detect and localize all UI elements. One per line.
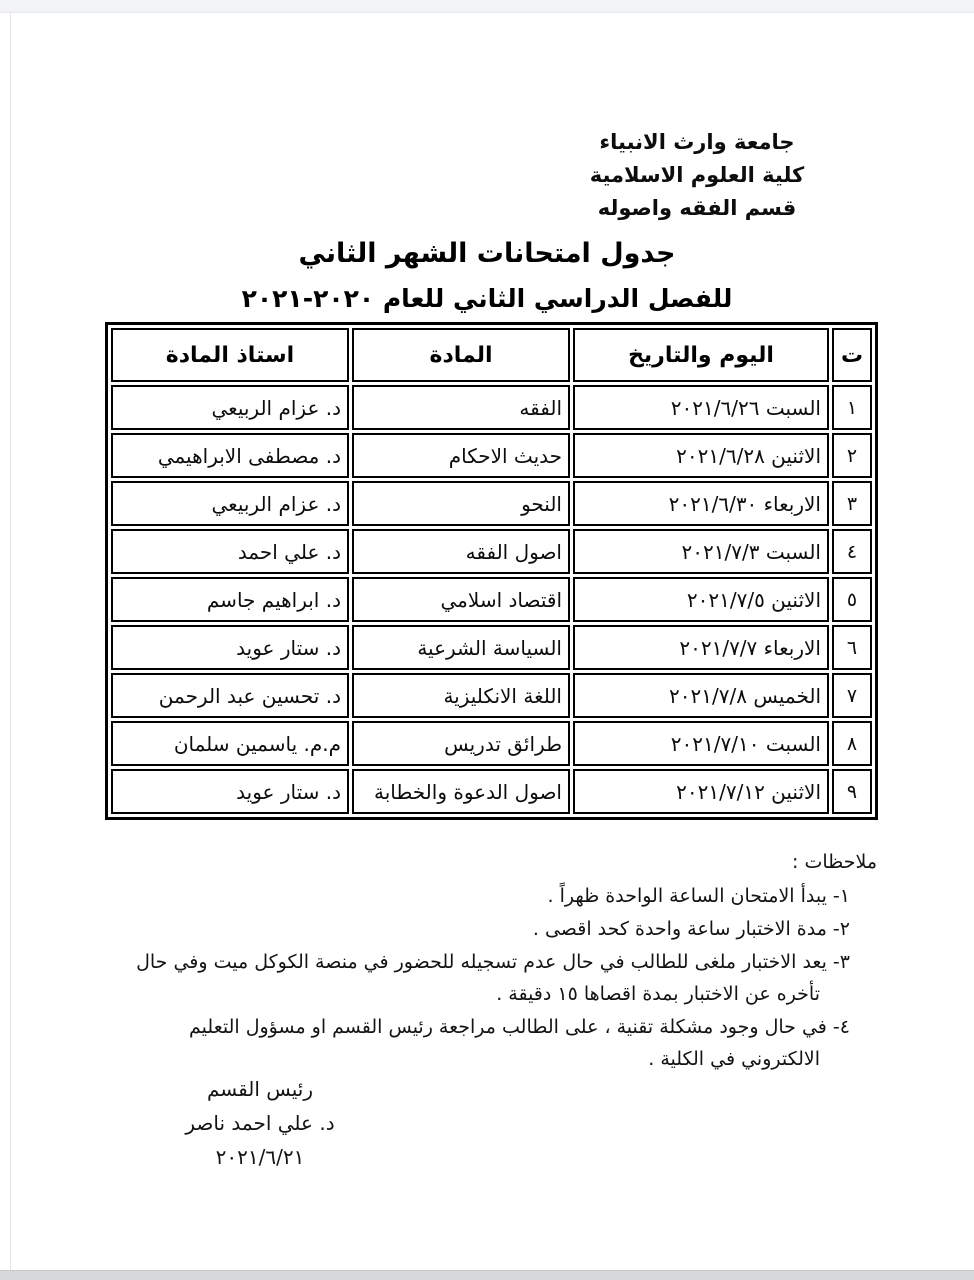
row-day-date: السبت ٢٠٢١/٧/٣ <box>573 529 829 574</box>
row-index: ٩ <box>832 769 872 814</box>
signature-name: د. علي احمد ناصر <box>185 1111 335 1135</box>
row-professor: د. ستار عويد <box>111 769 349 814</box>
table-row: ٩ الاثنين ٢٠٢١/٧/١٢ اصول الدعوة والخطابة… <box>111 769 872 814</box>
row-subject: النحو <box>352 481 570 526</box>
table-row: ٤ السبت ٢٠٢١/٧/٣ اصول الفقه د. علي احمد <box>111 529 872 574</box>
row-index: ٧ <box>832 673 872 718</box>
row-index: ٦ <box>832 625 872 670</box>
table-row: ٥ الاثنين ٢٠٢١/٧/٥ اقتصاد اسلامي د. ابرا… <box>111 577 872 622</box>
exam-schedule-table: ت اليوم والتاريخ المادة استاذ المادة ١ ا… <box>105 322 878 820</box>
college-name: كلية العلوم الاسلامية <box>589 163 805 187</box>
row-professor: د. مصطفى الابراهيمي <box>111 433 349 478</box>
table-header-row: ت اليوم والتاريخ المادة استاذ المادة <box>111 328 872 382</box>
row-subject: اصول الدعوة والخطابة <box>352 769 570 814</box>
scan-left-edge <box>10 12 11 1270</box>
scan-top-edge <box>0 0 974 13</box>
row-subject: اللغة الانكليزية <box>352 673 570 718</box>
row-subject: حديث الاحكام <box>352 433 570 478</box>
row-day-date: الاربعاء ٢٠٢١/٧/٧ <box>573 625 829 670</box>
row-day-date: الخميس ٢٠٢١/٧/٨ <box>573 673 829 718</box>
page-subtitle: للفصل الدراسي الثاني للعام ٢٠٢٠-٢٠٢١ <box>241 284 733 313</box>
signature-date: ٢٠٢١/٦/٢١ <box>215 1145 305 1169</box>
signature-block: رئيس القسم د. علي احمد ناصر ٢٠٢١/٦/٢١ <box>150 1072 370 1174</box>
table-row: ٢ الاثنين ٢٠٢١/٦/٢٨ حديث الاحكام د. مصطف… <box>111 433 872 478</box>
row-day-date: السبت ٢٠٢١/٦/٢٦ <box>573 385 829 430</box>
row-index: ١ <box>832 385 872 430</box>
row-professor: د. عزام الربيعي <box>111 481 349 526</box>
university-name: جامعة وارث الانبياء <box>599 130 795 154</box>
notes-section: ملاحظات : ١- يبدأ الامتحان الساعة الواحد… <box>107 846 877 1076</box>
row-subject: الفقه <box>352 385 570 430</box>
row-subject: طرائق تدريس <box>352 721 570 766</box>
table-row: ٨ السبت ٢٠٢١/٧/١٠ طرائق تدريس م.م. ياسمي… <box>111 721 872 766</box>
row-professor: د. عزام الربيعي <box>111 385 349 430</box>
row-professor: د. علي احمد <box>111 529 349 574</box>
row-subject: السياسة الشرعية <box>352 625 570 670</box>
table-row: ٦ الاربعاء ٢٠٢١/٧/٧ السياسة الشرعية د. س… <box>111 625 872 670</box>
table-row: ٣ الاربعاء ٢٠٢١/٦/٣٠ النحو د. عزام الربي… <box>111 481 872 526</box>
col-header-professor: استاذ المادة <box>111 328 349 382</box>
page-title: جدول امتحانات الشهر الثاني <box>298 238 676 269</box>
notes-heading: ملاحظات : <box>792 851 877 873</box>
col-header-index: ت <box>832 328 872 382</box>
letterhead: جامعة وارث الانبياء كلية العلوم الاسلامي… <box>547 126 847 225</box>
signature-role: رئيس القسم <box>206 1077 314 1101</box>
row-professor: د. ابراهيم جاسم <box>111 577 349 622</box>
table-row: ١ السبت ٢٠٢١/٦/٢٦ الفقه د. عزام الربيعي <box>111 385 872 430</box>
row-day-date: الاثنين ٢٠٢١/٧/٥ <box>573 577 829 622</box>
note-item: ٣- يعد الاختبار ملغى للطالب في حال عدم ت… <box>136 951 850 1005</box>
row-professor: د. تحسين عبد الرحمن <box>111 673 349 718</box>
row-day-date: السبت ٢٠٢١/٧/١٠ <box>573 721 829 766</box>
row-index: ٢ <box>832 433 872 478</box>
row-professor: م.م. ياسمين سلمان <box>111 721 349 766</box>
row-professor: د. ستار عويد <box>111 625 349 670</box>
row-day-date: الاثنين ٢٠٢١/٦/٢٨ <box>573 433 829 478</box>
row-day-date: الاربعاء ٢٠٢١/٦/٣٠ <box>573 481 829 526</box>
row-index: ٥ <box>832 577 872 622</box>
row-subject: اقتصاد اسلامي <box>352 577 570 622</box>
scan-bottom-edge <box>0 1270 974 1280</box>
note-item: ٤- في حال وجود مشكلة تقنية ، على الطالب … <box>189 1016 850 1070</box>
note-item: ٢- مدة الاختبار ساعة واحدة كحد اقصى . <box>532 918 850 940</box>
row-day-date: الاثنين ٢٠٢١/٧/١٢ <box>573 769 829 814</box>
row-index: ٤ <box>832 529 872 574</box>
col-header-day-date: اليوم والتاريخ <box>573 328 829 382</box>
row-subject: اصول الفقه <box>352 529 570 574</box>
row-index: ٣ <box>832 481 872 526</box>
department-name: قسم الفقه واصوله <box>597 196 797 220</box>
note-item: ١- يبدأ الامتحان الساعة الواحدة ظهراً . <box>547 885 850 907</box>
col-header-subject: المادة <box>352 328 570 382</box>
row-index: ٨ <box>832 721 872 766</box>
table-row: ٧ الخميس ٢٠٢١/٧/٨ اللغة الانكليزية د. تح… <box>111 673 872 718</box>
